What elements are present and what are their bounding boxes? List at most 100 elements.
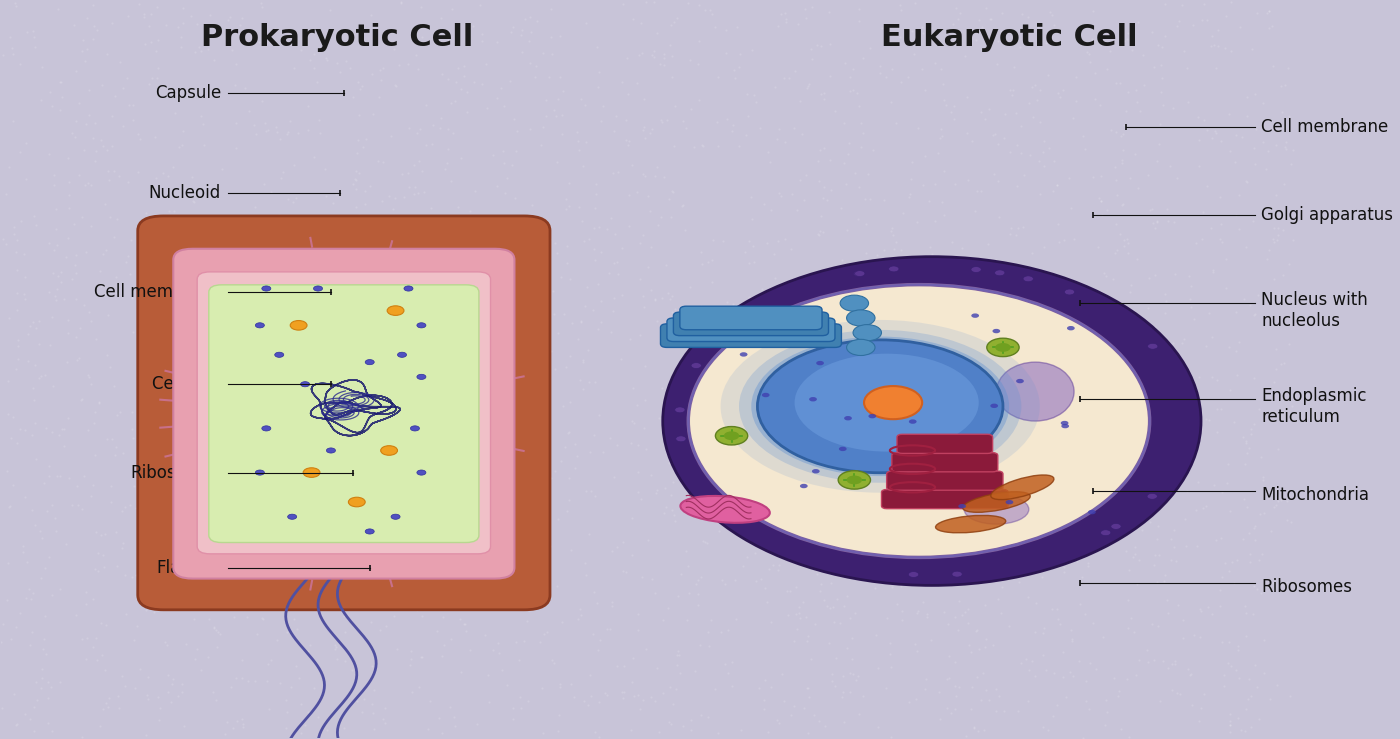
Point [589, 316, 612, 328]
Point [1014, 169, 1036, 181]
Point [392, 216, 414, 228]
Point [1225, 129, 1247, 140]
Point [426, 32, 448, 44]
Point [987, 690, 1009, 702]
Point [118, 99, 140, 111]
Point [969, 480, 991, 491]
Point [126, 129, 148, 140]
Point [123, 480, 146, 492]
Point [101, 110, 123, 122]
Point [956, 174, 979, 186]
Point [125, 570, 147, 582]
Point [253, 554, 276, 566]
Point [323, 353, 346, 364]
Point [88, 720, 111, 732]
Point [781, 350, 804, 362]
Ellipse shape [1148, 344, 1158, 350]
Point [536, 522, 559, 534]
Point [207, 626, 230, 638]
Point [637, 191, 659, 202]
Point [1235, 703, 1257, 715]
Point [344, 165, 367, 177]
Point [1226, 370, 1249, 381]
Point [854, 282, 876, 294]
Point [468, 231, 490, 242]
Point [944, 178, 966, 190]
Point [1263, 236, 1285, 248]
Point [297, 100, 319, 112]
Point [627, 466, 650, 477]
Point [368, 361, 391, 373]
Point [1063, 442, 1085, 454]
Point [760, 532, 783, 544]
Point [221, 44, 244, 55]
Text: Golgi apparatus: Golgi apparatus [1261, 206, 1393, 224]
Point [745, 576, 767, 588]
Point [631, 290, 654, 302]
Point [1015, 409, 1037, 421]
Point [260, 569, 283, 581]
Point [731, 560, 753, 572]
Point [825, 278, 847, 290]
Point [559, 396, 581, 408]
Point [235, 611, 258, 623]
Ellipse shape [847, 339, 875, 355]
Point [151, 565, 174, 576]
Point [711, 235, 734, 247]
Point [778, 72, 801, 84]
Point [858, 42, 881, 54]
Point [934, 100, 956, 112]
Point [690, 709, 713, 721]
Point [146, 571, 168, 582]
Point [1007, 705, 1029, 717]
Point [708, 511, 731, 523]
Point [172, 1, 195, 13]
Point [792, 393, 815, 405]
Point [850, 403, 872, 415]
Point [95, 350, 118, 361]
Point [146, 171, 168, 183]
Point [349, 209, 371, 221]
Point [1078, 56, 1100, 68]
Point [717, 667, 739, 679]
Point [1116, 376, 1138, 388]
Point [1119, 515, 1141, 527]
Point [315, 190, 337, 202]
Point [171, 392, 193, 404]
Point [1032, 649, 1054, 661]
Point [823, 474, 846, 486]
Point [447, 299, 469, 310]
Point [300, 510, 322, 522]
Point [298, 264, 321, 276]
Point [577, 376, 599, 388]
Point [665, 658, 687, 670]
Point [200, 358, 223, 370]
Point [633, 93, 655, 105]
Point [1016, 508, 1039, 520]
Point [672, 115, 694, 126]
Point [519, 57, 542, 69]
Point [1116, 350, 1138, 362]
Point [469, 219, 491, 231]
Point [134, 729, 157, 739]
Point [14, 708, 36, 720]
Point [959, 406, 981, 418]
Point [1058, 491, 1081, 503]
Point [578, 446, 601, 458]
Point [507, 490, 529, 502]
Point [776, 379, 798, 391]
Point [651, 292, 673, 304]
Point [1124, 148, 1147, 160]
Point [686, 588, 708, 600]
Point [620, 723, 643, 735]
Point [615, 566, 637, 578]
Point [687, 599, 710, 610]
Point [231, 13, 253, 24]
Point [35, 422, 57, 434]
Point [990, 25, 1012, 37]
Point [1194, 500, 1217, 511]
Point [945, 690, 967, 702]
Point [1274, 140, 1296, 152]
Point [505, 383, 528, 395]
Point [463, 487, 486, 499]
